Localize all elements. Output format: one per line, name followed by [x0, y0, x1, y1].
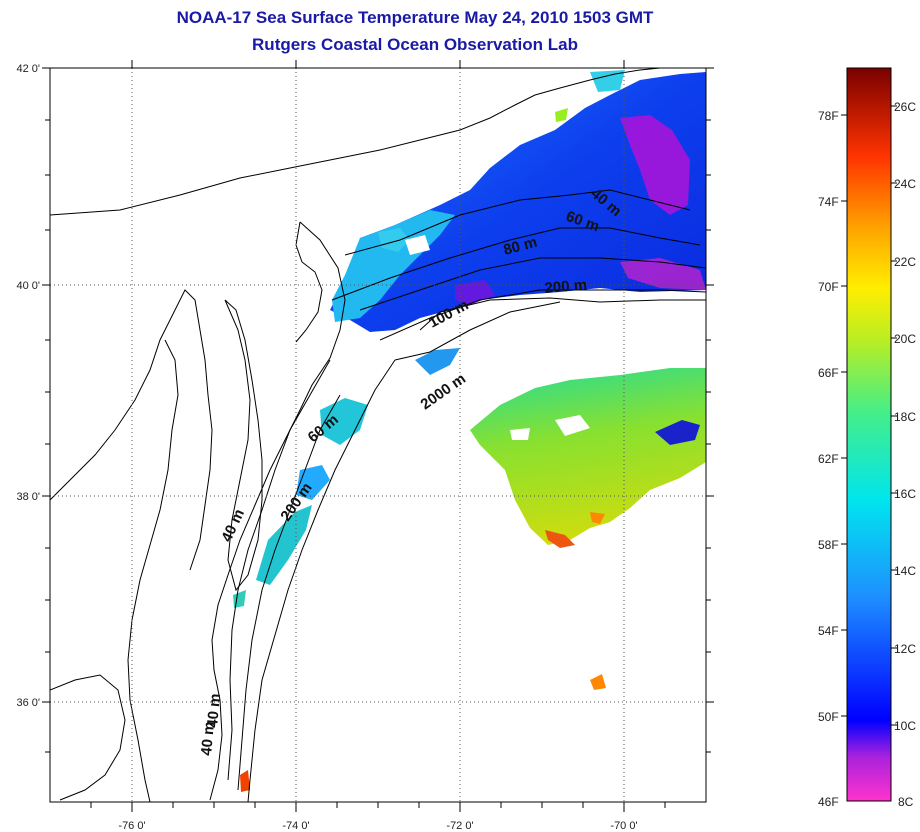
- colorbar-c-16: 16C: [894, 487, 916, 501]
- depth-label-40m-nc-b: 40 m: [198, 721, 218, 757]
- colorbar-f-50: 50F: [818, 710, 839, 724]
- colorbar-c-10: 10C: [894, 719, 916, 733]
- colorbar-c-12: 12C: [894, 642, 916, 656]
- sst-patch-li: [590, 70, 625, 92]
- colorbar-c-18: 18C: [894, 410, 916, 424]
- colorbar: 78F 74F 70F 66F 62F 58F 54F 50F 46F 26C …: [818, 67, 916, 809]
- sst-patch-va: [233, 590, 246, 608]
- sst-patch-mid1: [415, 348, 460, 375]
- lat-label-38: 38 0': [16, 491, 40, 503]
- sst-patch-magenta-shelf: [620, 258, 706, 290]
- depth-label-200m-nj: 200 m: [544, 276, 588, 297]
- cloud-gap-2: [510, 428, 530, 440]
- map-subtitle: Rutgers Coastal Ocean Observation Lab: [252, 35, 578, 54]
- sst-patch-warm2: [590, 512, 605, 524]
- colorbar-f-54: 54F: [818, 624, 839, 638]
- bathymetry-mid: [227, 257, 706, 781]
- sst-patch-mid3: [296, 465, 330, 500]
- colorbar-c-26: 26C: [894, 100, 916, 114]
- colorbar-ticks: [841, 105, 897, 726]
- colorbar-c-22: 22C: [894, 255, 916, 269]
- colorbar-f-58: 58F: [818, 538, 839, 552]
- bathymetry-shelf: [237, 289, 706, 791]
- colorbar-f-66: 66F: [818, 366, 839, 380]
- lat-label-40: 40 0': [16, 280, 40, 292]
- map-title: NOAA-17 Sea Surface Temperature May 24, …: [176, 8, 654, 27]
- colorbar-f-74: 74F: [818, 195, 839, 209]
- sst-patch-cold-eddy: [655, 420, 700, 445]
- sst-patch-warm4: [240, 770, 250, 792]
- lon-label-74: -74 0': [282, 820, 309, 832]
- colorbar-gradient: [846, 67, 892, 802]
- sst-overlay: [233, 70, 706, 792]
- cloud-gap-1: [555, 415, 590, 436]
- bathymetry-inner: [331, 189, 701, 301]
- depth-label-40m-md: 40 m: [218, 507, 248, 545]
- sst-patch-magenta-ne: [620, 115, 690, 215]
- colorbar-f-78: 78F: [818, 109, 839, 123]
- lon-label-72: -72 0': [446, 820, 473, 832]
- colorbar-c-8: 8C: [898, 795, 914, 809]
- colorbar-f-46: 46F: [818, 795, 839, 809]
- coastline: [50, 68, 706, 802]
- grid: [50, 68, 706, 802]
- sst-patch-small: [378, 228, 410, 252]
- lat-label-42: 42 0': [16, 63, 40, 75]
- colorbar-f-70: 70F: [818, 280, 839, 294]
- sst-patch-yellowgreen: [555, 108, 568, 122]
- colorbar-c-24: 24C: [894, 177, 916, 191]
- colorbar-f-62: 62F: [818, 452, 839, 466]
- lat-label-36: 36 0': [16, 697, 40, 709]
- sst-patch-warm3: [590, 674, 606, 690]
- map-frame: [42, 60, 714, 812]
- colorbar-c-14: 14C: [894, 564, 916, 578]
- cloud-gap-3: [405, 235, 430, 255]
- sst-patch-north: [330, 72, 706, 332]
- lon-label-70: -70 0': [610, 820, 637, 832]
- bathymetry-2000: [247, 297, 706, 802]
- lon-label-76: -76 0': [118, 820, 145, 832]
- bay-outline: [224, 299, 263, 592]
- colorbar-c-20: 20C: [894, 332, 916, 346]
- sst-patch-gulfstream: [470, 368, 706, 545]
- depth-label-2000m: 2000 m: [418, 370, 469, 413]
- depth-label-40m-nc-a: 40 m: [204, 693, 224, 729]
- sst-patch-warm1: [545, 530, 575, 548]
